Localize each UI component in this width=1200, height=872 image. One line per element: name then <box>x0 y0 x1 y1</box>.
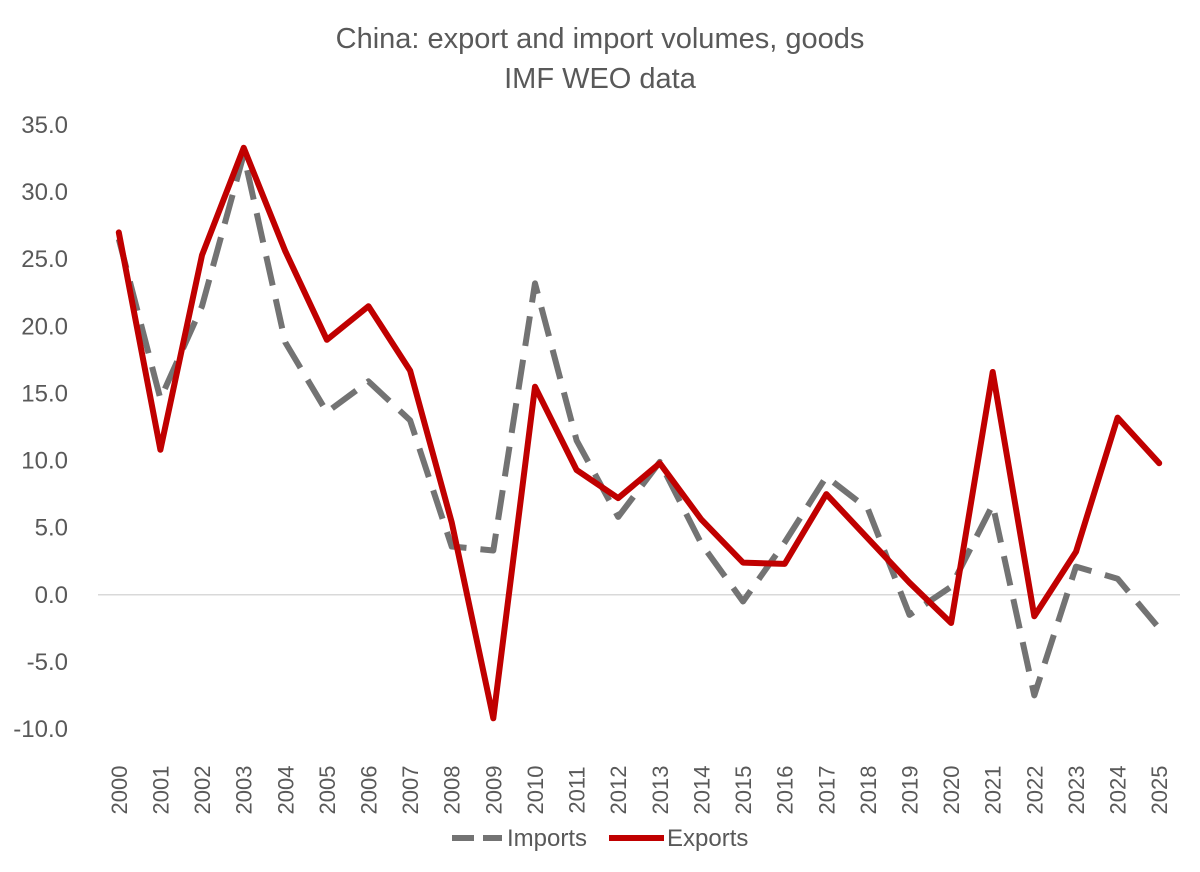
x-tick-label: 2011 <box>565 766 590 813</box>
data-point-imports <box>324 409 330 415</box>
data-point-imports <box>407 417 413 423</box>
x-tick-label: 2019 <box>898 766 923 815</box>
data-point-exports <box>324 337 330 343</box>
data-point-exports <box>990 369 996 375</box>
data-point-exports <box>574 467 580 473</box>
x-tick-label: 2020 <box>939 766 964 815</box>
x-tick-label: 2012 <box>606 766 631 815</box>
data-point-imports <box>615 514 621 520</box>
data-point-imports <box>282 339 288 345</box>
x-axis-ticks: 2000 2001 2002 2003 2004 2005 2006 2007 2008 2009… <box>107 766 1172 815</box>
data-point-imports <box>199 303 205 309</box>
y-tick-label: 0.0 <box>35 582 68 609</box>
data-point-imports <box>532 280 538 286</box>
x-tick-label: 2015 <box>731 766 756 815</box>
data-point-imports <box>366 378 372 384</box>
data-point-exports <box>1156 460 1162 466</box>
x-tick-label: 2010 <box>523 766 548 815</box>
data-point-imports <box>823 474 829 480</box>
series-line-imports <box>115 151 1162 699</box>
data-point-exports <box>865 535 871 541</box>
data-point-exports <box>449 519 455 525</box>
x-tick-label: 2024 <box>1106 766 1131 815</box>
y-axis-ticks: 35.0 30.0 25.0 20.0 15.0 10.0 5.0 0.0 -5.0 -10.0 <box>13 112 68 743</box>
y-tick-label: 20.0 <box>21 313 68 340</box>
legend: Imports Exports <box>452 825 748 852</box>
chart-subtitle: IMF WEO data <box>504 63 697 95</box>
data-point-exports <box>782 561 788 567</box>
data-point-imports <box>782 539 788 545</box>
legend-label-exports: Exports <box>667 825 748 852</box>
y-tick-label: -5.0 <box>27 649 68 676</box>
data-point-imports <box>157 396 163 402</box>
data-point-imports <box>907 612 913 618</box>
data-point-imports <box>990 502 996 508</box>
x-tick-label: 2018 <box>856 766 881 815</box>
data-point-exports <box>490 715 496 721</box>
data-point-exports <box>948 620 954 626</box>
data-point-exports <box>241 145 247 151</box>
x-tick-label: 2008 <box>440 766 465 815</box>
data-point-exports <box>657 460 663 466</box>
y-tick-label: 25.0 <box>21 246 68 273</box>
x-tick-label: 2005 <box>315 766 340 815</box>
data-point-exports <box>823 491 829 497</box>
data-point-imports <box>574 437 580 443</box>
data-point-exports <box>282 248 288 254</box>
x-tick-label: 2025 <box>1147 766 1172 815</box>
y-tick-label: 15.0 <box>21 380 68 407</box>
data-point-imports <box>1115 576 1121 582</box>
data-point-exports <box>1073 549 1079 555</box>
data-point-exports <box>907 580 913 586</box>
data-point-exports <box>532 384 538 390</box>
data-point-imports <box>490 548 496 554</box>
data-point-exports <box>407 368 413 374</box>
data-point-exports <box>615 495 621 501</box>
data-point-exports <box>116 229 122 235</box>
data-point-imports <box>1156 625 1162 631</box>
data-point-imports <box>948 584 954 590</box>
data-point-exports <box>1031 613 1037 619</box>
data-point-imports <box>1073 564 1079 570</box>
y-tick-label: -10.0 <box>13 716 68 743</box>
x-tick-label: 2004 <box>273 766 298 815</box>
series-layer <box>115 144 1163 722</box>
chart-title: China: export and import volumes, goods <box>336 23 865 55</box>
data-point-exports <box>157 447 163 453</box>
data-point-exports <box>740 560 746 566</box>
x-tick-label: 2023 <box>1064 766 1089 815</box>
data-point-imports <box>1031 692 1037 698</box>
x-tick-label: 2006 <box>357 766 382 815</box>
x-tick-label: 2017 <box>814 766 839 815</box>
x-tick-label: 2021 <box>981 766 1006 815</box>
y-tick-label: 10.0 <box>21 448 68 475</box>
x-tick-label: 2003 <box>232 766 257 815</box>
x-tick-label: 2014 <box>689 766 714 815</box>
x-tick-label: 2002 <box>190 766 215 815</box>
x-tick-label: 2001 <box>148 766 173 815</box>
y-tick-label: 35.0 <box>21 112 68 139</box>
y-tick-label: 5.0 <box>35 515 68 542</box>
x-tick-label: 2007 <box>398 766 423 815</box>
x-tick-label: 2013 <box>648 766 673 815</box>
data-point-imports <box>698 541 704 547</box>
data-point-imports <box>865 506 871 512</box>
y-tick-label: 30.0 <box>21 179 68 206</box>
data-point-imports <box>740 599 746 605</box>
x-tick-label: 2016 <box>773 766 798 815</box>
data-point-exports <box>698 517 704 523</box>
data-point-exports <box>1115 415 1121 421</box>
x-tick-label: 2022 <box>1022 766 1047 815</box>
series-line-exports <box>115 144 1163 722</box>
data-point-exports <box>199 252 205 258</box>
x-tick-label: 2000 <box>107 766 132 815</box>
data-point-exports <box>366 303 372 309</box>
legend-label-imports: Imports <box>507 825 587 852</box>
x-tick-label: 2009 <box>481 766 506 815</box>
